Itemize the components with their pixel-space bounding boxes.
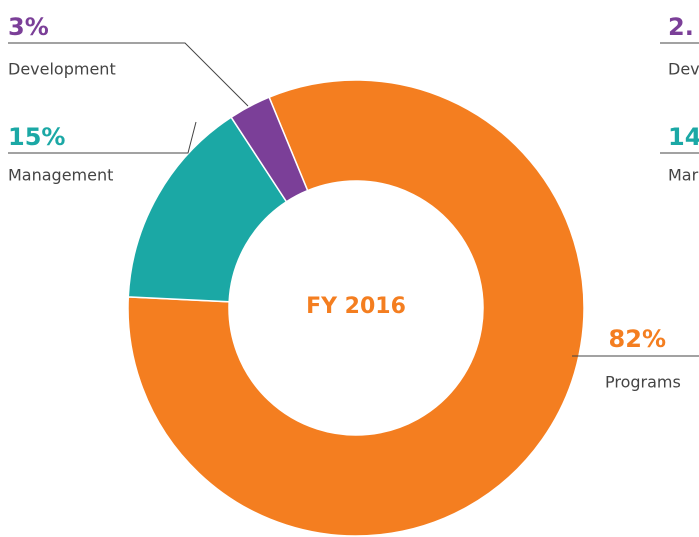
cut-off-label: 14 — [668, 123, 699, 151]
cut-off-label: Dev — [668, 60, 699, 79]
donut-segment — [230, 96, 309, 203]
donut-segment — [127, 79, 585, 537]
donut-segment — [127, 116, 288, 303]
center-label: FY 2016 — [306, 294, 406, 319]
leader-line — [8, 42, 249, 107]
value-label: 15% — [8, 123, 65, 151]
category-label: Management — [8, 166, 113, 185]
value-label: 3% — [8, 13, 49, 41]
leader-line — [8, 121, 197, 154]
category-label: Development — [8, 60, 116, 79]
donut — [127, 79, 585, 537]
category-label: Programs — [605, 373, 681, 392]
cut-off-label: 2. — [668, 13, 694, 41]
cut-off-label: Mar — [668, 166, 699, 185]
value-label: 82% — [609, 325, 666, 353]
